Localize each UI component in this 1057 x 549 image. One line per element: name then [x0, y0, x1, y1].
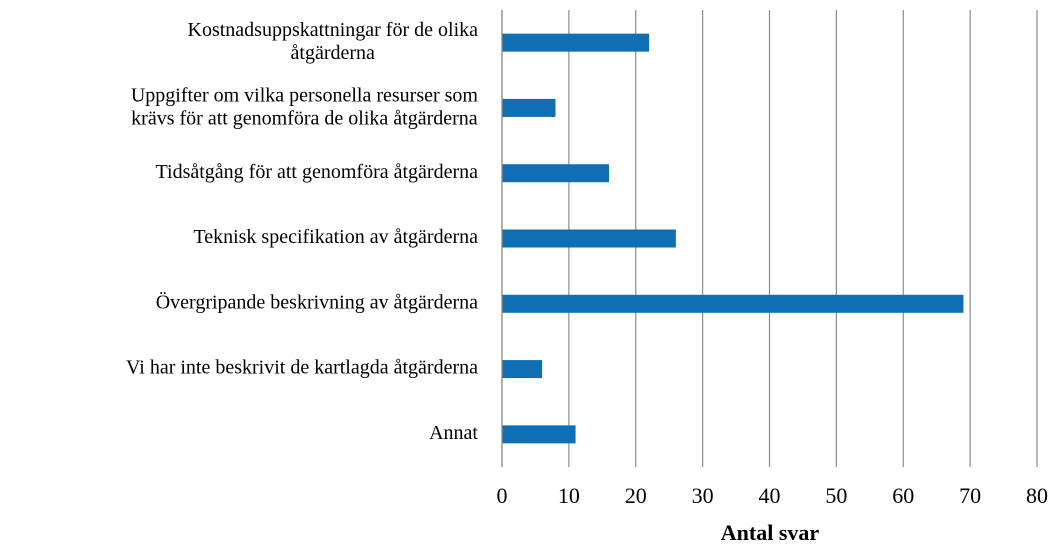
y-tick-label: Vi har inte beskrivit de kartlagda åtgär…	[126, 357, 478, 379]
x-tick-label: 80	[1026, 483, 1048, 508]
bar	[502, 98, 556, 117]
bar	[502, 425, 576, 444]
y-tick-label: Annat	[429, 422, 478, 444]
y-tick-label: Kostnadsuppskattningar för de olika åtgär…	[188, 19, 479, 64]
bar	[502, 164, 609, 183]
x-tick-label: 60	[892, 483, 914, 508]
x-tick-label: 70	[959, 483, 981, 508]
y-tick-label: Teknisk specifikation av åtgärderna	[193, 226, 478, 248]
y-tick-label: Uppgifter om vilka personella resurser s…	[131, 84, 479, 129]
y-tick-label: Tidsåtgång för att genomföra åtgärderna	[156, 161, 479, 183]
x-tick-label: 30	[692, 483, 714, 508]
bar	[502, 360, 543, 379]
y-tick-label: Övergripande beskrivning av åtgärderna	[156, 290, 478, 313]
x-axis-title: Antal svar	[721, 520, 820, 545]
x-tick-label: 10	[558, 483, 580, 508]
x-tick-label: 40	[759, 483, 781, 508]
x-tick-label: 20	[625, 483, 647, 508]
bar	[502, 33, 650, 52]
x-tick-label: 50	[825, 483, 847, 508]
bar	[502, 294, 964, 313]
bar	[502, 229, 676, 248]
x-tick-label: 0	[497, 483, 508, 508]
